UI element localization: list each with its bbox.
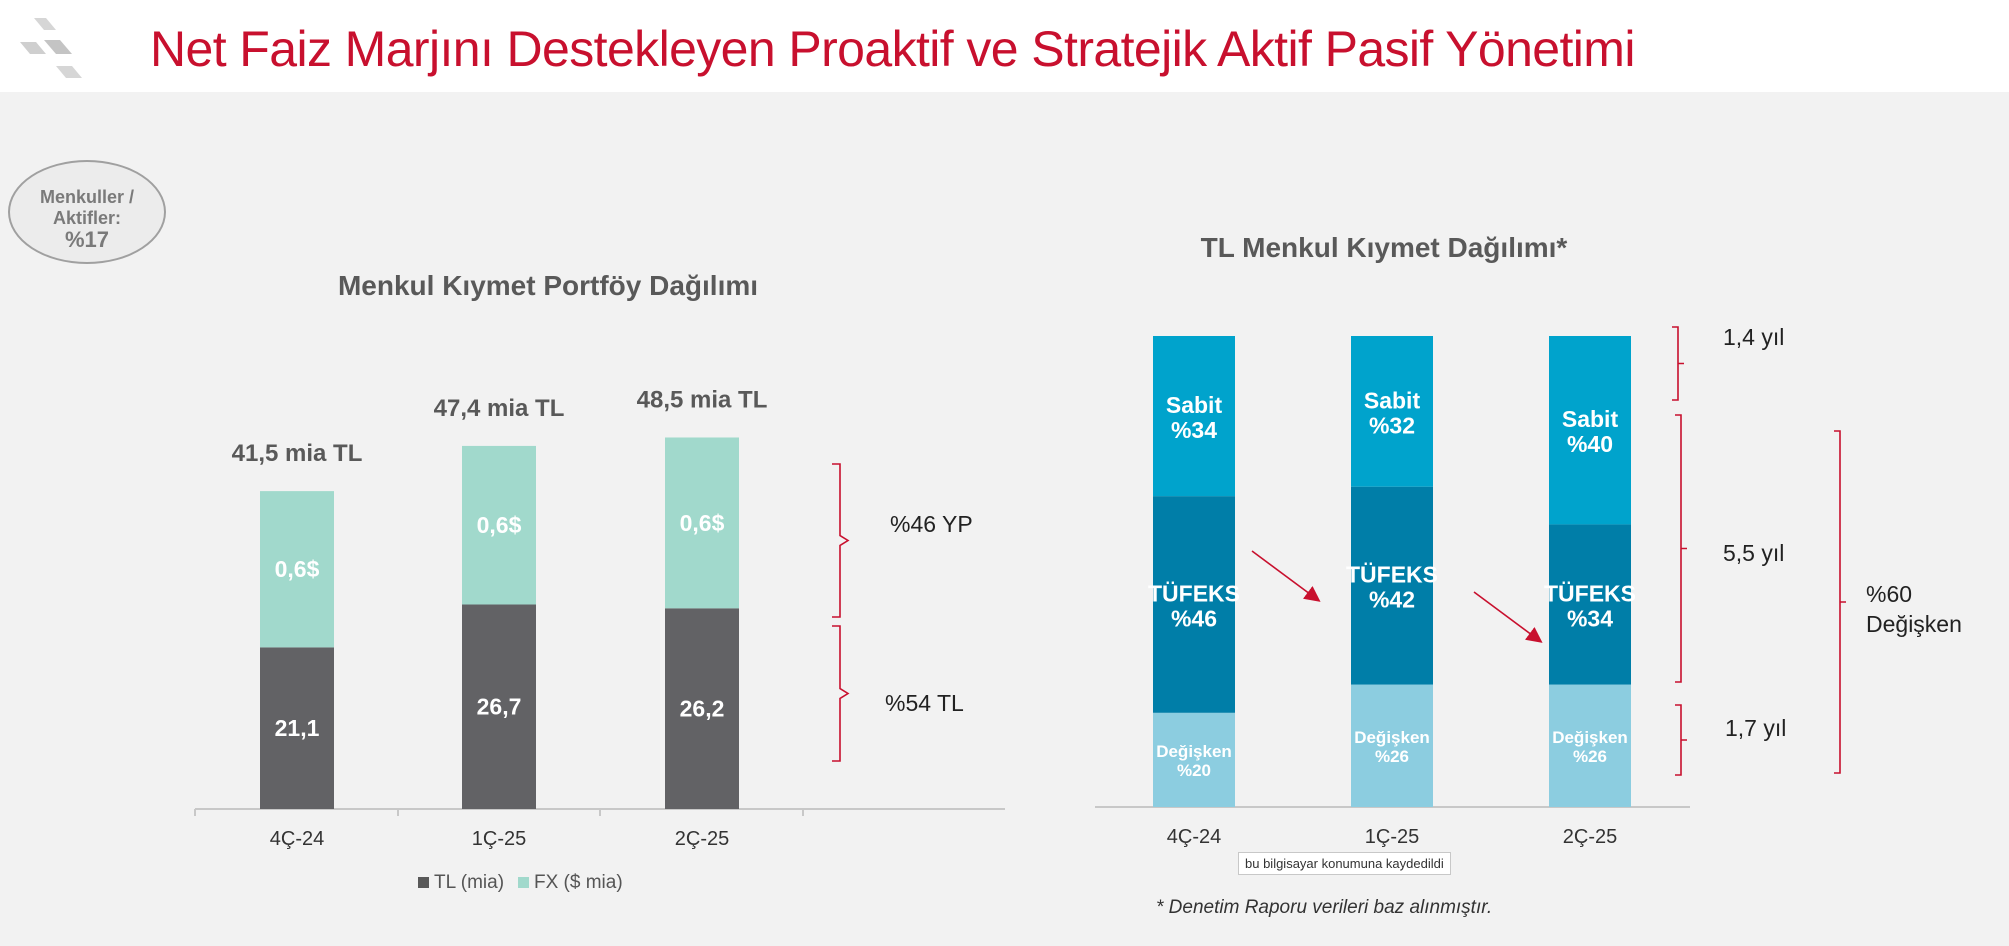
- segment-name-label: Sabit: [1364, 387, 1421, 413]
- segment-value-label: %32: [1369, 412, 1415, 438]
- segment-name-label: Değişken: [1354, 728, 1430, 747]
- bar-segment-değişken: [1549, 684, 1631, 807]
- bar-segment-tüfeks: [1549, 524, 1631, 685]
- annotation-degisken: 1,7 yıl: [1725, 715, 1786, 741]
- legend-fx-swatch: [518, 877, 529, 889]
- bracket-label-text: Değişken: [1866, 611, 1962, 637]
- segment-value-label: %34: [1567, 605, 1613, 631]
- bar-tl: [260, 647, 334, 809]
- bar-segment-sabit: [1351, 336, 1433, 487]
- page-title: Net Faiz Marjını Destekleyen Proaktif ve…: [150, 21, 1635, 77]
- segment-value-label: %26: [1375, 747, 1409, 766]
- x-tick-label: 4Ç-24: [270, 828, 324, 850]
- annotation-sabit: 1,4 yıl: [1723, 324, 1784, 350]
- segment-name-label: Değişken: [1156, 742, 1232, 761]
- bar-tl-label: 21,1: [275, 715, 320, 741]
- bar-fx-label: 0,6$: [680, 510, 725, 536]
- bar-total-label: 48,5 mia TL: [637, 386, 768, 413]
- legend-tl-label: TL (mia): [434, 872, 505, 893]
- securities-ratio-badge: Menkuller / Aktifler: %17: [8, 160, 166, 264]
- header-bar: Net Faiz Marjını Destekleyen Proaktif ve…: [0, 0, 2009, 92]
- legend-fx-label: FX ($ mia): [534, 872, 623, 893]
- bar-segment-tüfeks: [1153, 496, 1235, 713]
- x-tick-label: 2Ç-25: [1563, 826, 1617, 848]
- bar-fx: [260, 491, 334, 648]
- segment-value-label: %42: [1369, 587, 1415, 613]
- bar-segment-tüfeks: [1351, 486, 1433, 685]
- bracket-degisken: [1675, 704, 1687, 776]
- segment-name-label: Sabit: [1166, 392, 1223, 418]
- tl-securities-chart: TL Menkul Kıymet Dağılımı*Değişken%20TÜF…: [1095, 232, 1962, 848]
- bar-tl: [462, 604, 536, 809]
- trend-arrow: [1473, 591, 1543, 643]
- bracket-fx: [832, 463, 850, 618]
- bracket-tl: [832, 625, 850, 762]
- logo-icon: [20, 18, 82, 78]
- legend-tl-swatch: [418, 877, 429, 889]
- segment-name-label: Değişken: [1552, 728, 1628, 747]
- bar-segment-sabit: [1153, 336, 1235, 497]
- annotation-tufeks: 5,5 yıl: [1723, 540, 1784, 566]
- bracket-label-pct: %60: [1866, 581, 1912, 607]
- segment-value-label: %34: [1171, 417, 1217, 443]
- segment-value-label: %20: [1177, 761, 1211, 780]
- x-tick-label: 4Ç-24: [1167, 826, 1221, 848]
- chart-title: TL Menkul Kıymet Dağılımı*: [1201, 232, 1568, 263]
- badge-value: %17: [64, 227, 110, 252]
- segment-name-label: Sabit: [1562, 406, 1619, 432]
- annotation-fx: %46 YP: [890, 511, 973, 537]
- x-tick-label: 2Ç-25: [675, 828, 729, 850]
- bar-tl-label: 26,7: [477, 694, 522, 720]
- badge-line1: Menkuller /: [39, 187, 135, 207]
- annotation-tl: %54 TL: [885, 690, 964, 716]
- tooltip: bu bilgisayar konumuna kaydedildi: [1238, 852, 1451, 875]
- bar-total-label: 47,4 mia TL: [434, 395, 565, 422]
- bracket-tufeks: [1675, 414, 1687, 683]
- segment-value-label: %46: [1171, 605, 1217, 631]
- bracket-variable-total: [1834, 430, 1846, 774]
- x-tick-label: 1Ç-25: [1365, 826, 1419, 848]
- bar-fx-label: 0,6$: [275, 556, 320, 582]
- bracket-sabit: [1672, 326, 1684, 401]
- portfolio-chart: Menkul Kıymet Portföy Dağılımı 21,1 0,6$ 41…: [194, 270, 1005, 850]
- segment-value-label: %40: [1567, 431, 1613, 457]
- trend-arrow: [1251, 550, 1321, 602]
- bar-tl: [665, 608, 739, 809]
- segment-name-label: TÜFEKS: [1346, 562, 1438, 588]
- bar-fx-label: 0,6$: [477, 512, 522, 538]
- segment-name-label: TÜFEKS: [1544, 580, 1636, 606]
- bar-tl-label: 26,2: [680, 696, 725, 722]
- chart-title: Menkul Kıymet Portföy Dağılımı: [338, 270, 758, 301]
- bar-fx: [462, 445, 536, 605]
- badge-line2: Aktifler:: [52, 208, 121, 228]
- bar-segment-değişken: [1153, 712, 1235, 807]
- segment-name-label: TÜFEKS: [1148, 580, 1240, 606]
- bar-segment-sabit: [1549, 336, 1631, 525]
- segment-value-label: %26: [1573, 747, 1607, 766]
- legend-tl: TL (mia): [418, 872, 504, 894]
- legend-fx: FX ($ mia): [518, 872, 623, 894]
- bar-total-label: 41,5 mia TL: [232, 440, 363, 467]
- footnote: * Denetim Raporu verileri baz alınmıştır…: [1156, 897, 1493, 918]
- x-tick-label: 1Ç-25: [472, 828, 526, 850]
- bar-fx: [665, 437, 739, 609]
- bar-segment-değişken: [1351, 684, 1433, 807]
